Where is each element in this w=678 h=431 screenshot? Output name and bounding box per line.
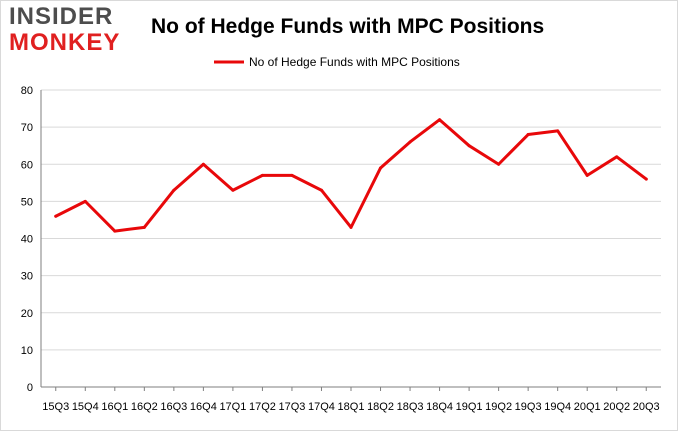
x-tick-label: 18Q2 <box>367 401 394 413</box>
data-point <box>497 162 501 166</box>
data-point <box>526 133 530 137</box>
series-line <box>54 118 648 233</box>
x-tick-label: 16Q4 <box>190 401 217 413</box>
x-tick-label: 18Q4 <box>426 401 453 413</box>
logo-line-2: MONKEY <box>9 29 121 56</box>
x-tick-label: 15Q3 <box>42 401 69 413</box>
data-point <box>113 229 117 233</box>
x-tick-label: 20Q3 <box>633 401 660 413</box>
x-tick-label: 20Q1 <box>574 401 601 413</box>
data-point <box>438 118 442 122</box>
data-point <box>83 199 87 203</box>
y-tick-label: 10 <box>21 345 33 357</box>
x-tick-label: 20Q2 <box>603 401 630 413</box>
data-point <box>379 166 383 170</box>
x-tick-label: 15Q4 <box>72 401 99 413</box>
data-point <box>319 188 323 192</box>
data-point <box>201 162 205 166</box>
grid-layer <box>41 89 661 351</box>
y-tick-label: 20 <box>21 308 33 320</box>
data-point <box>467 144 471 148</box>
chart-title: No of Hedge Funds with MPC Positions <box>151 15 545 38</box>
data-point <box>556 129 560 133</box>
axis-layer: 0 10 20 30 40 50 60 70 80 15Q3 15Q4 16Q1 16Q2 16Q3 16Q… <box>21 85 661 413</box>
y-tick-label: 50 <box>21 196 33 208</box>
logo-line-1: INSIDER <box>9 3 114 30</box>
data-point <box>408 140 412 144</box>
y-tick-label: 40 <box>21 234 33 246</box>
x-tick-label: 19Q4 <box>544 401 571 413</box>
x-tick-label: 19Q2 <box>485 401 512 413</box>
x-tick-label: 16Q2 <box>131 401 158 413</box>
x-tick-label: 18Q3 <box>397 401 424 413</box>
x-tick-label: 19Q1 <box>456 401 483 413</box>
data-point <box>142 225 146 229</box>
x-tick-label: 18Q1 <box>338 401 365 413</box>
y-tick-label: 0 <box>27 382 33 394</box>
data-point <box>349 225 353 229</box>
x-tick-label: 17Q3 <box>278 401 305 413</box>
data-point <box>615 155 619 159</box>
x-tick-label: 19Q3 <box>515 401 542 413</box>
y-tick-label: 80 <box>21 85 33 97</box>
data-point <box>54 214 58 218</box>
legend: No of Hedge Funds with MPC Positions <box>214 55 460 69</box>
x-tick-label: 17Q4 <box>308 401 335 413</box>
data-point <box>172 188 176 192</box>
y-tick-label: 70 <box>21 122 33 134</box>
insider-monkey-logo: INSIDER MONKEY <box>9 5 120 55</box>
data-point <box>290 173 294 177</box>
data-point <box>585 173 589 177</box>
data-point <box>644 177 648 181</box>
series-layer <box>54 118 648 233</box>
y-tick-label: 60 <box>21 159 33 171</box>
data-point <box>231 188 235 192</box>
x-tick-label: 16Q3 <box>160 401 187 413</box>
x-tick-label: 17Q1 <box>219 401 246 413</box>
y-tick-label: 30 <box>21 271 33 283</box>
legend-label: No of Hedge Funds with MPC Positions <box>249 55 460 69</box>
x-tick-label: 16Q1 <box>101 401 128 413</box>
x-tick-label: 17Q2 <box>249 401 276 413</box>
data-point <box>260 173 264 177</box>
